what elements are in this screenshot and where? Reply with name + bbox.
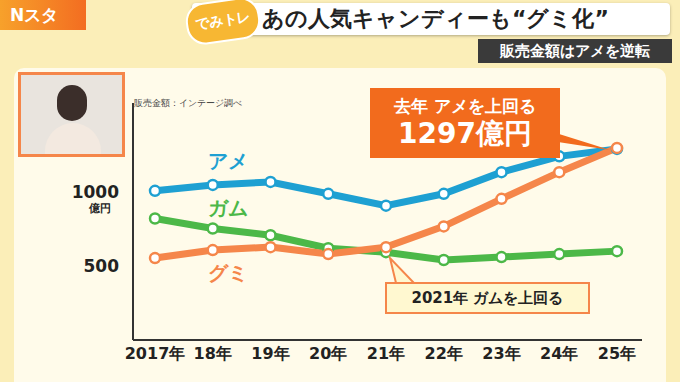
svg-text:23年: 23年	[482, 344, 520, 363]
svg-text:24年: 24年	[540, 344, 578, 363]
svg-text:22年: 22年	[425, 344, 463, 363]
svg-text:億円: 億円	[88, 202, 111, 215]
html-text:1297億円: 1297億円	[398, 117, 532, 150]
html-text:去年 アメを上回る: 去年 アメを上回る	[394, 96, 536, 116]
html-text:Nスタ: Nスタ	[10, 4, 59, 25]
html-text:2021年 ガムを上回る: 2021年 ガムを上回る	[411, 288, 564, 307]
svg-text:21年: 21年	[367, 344, 405, 363]
html-text:販売金額：インテージ調べ: 販売金額：インテージ調べ	[134, 98, 242, 108]
html-text:販売金額はアメを逆転: 販売金額はアメを逆転	[500, 41, 650, 60]
svg-text:1000: 1000	[72, 182, 119, 202]
svg-text:500: 500	[84, 256, 120, 276]
svg-text:20年: 20年	[309, 344, 347, 363]
html-text:ガム: ガム	[208, 196, 248, 220]
svg-text:25年: 25年	[598, 344, 636, 363]
html-text:アメ: アメ	[208, 149, 248, 173]
html-text:あの人気キャンディーも“グミ化”: あの人気キャンディーも“グミ化”	[262, 6, 609, 31]
html-text:グミ: グミ	[208, 261, 248, 285]
svg-text:2017年: 2017年	[125, 344, 186, 363]
html-text:でみトレ: でみトレ	[194, 8, 252, 32]
svg-text:19年: 19年	[251, 344, 289, 363]
svg-text:18年: 18年	[194, 344, 232, 363]
